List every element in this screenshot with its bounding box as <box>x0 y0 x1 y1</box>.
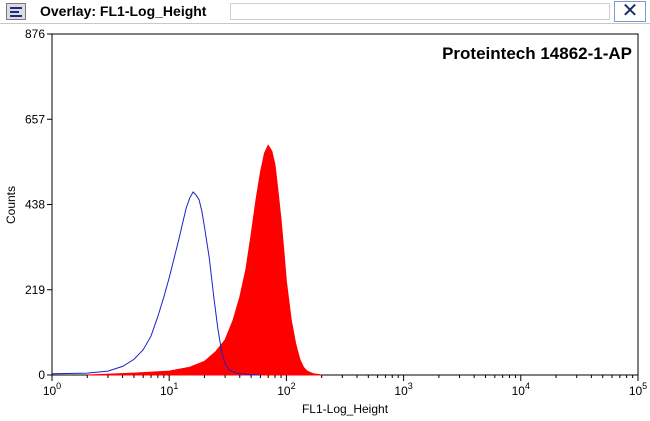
app-icon-bar <box>10 7 22 9</box>
plot-area <box>51 33 639 376</box>
annotation-label: Proteintech 14862-1-AP <box>442 44 632 63</box>
y-tick-label: 438 <box>25 198 45 212</box>
x-tick-label: 100 <box>43 381 61 398</box>
histogram-chart: 0 219 438 657 876 100 101 102 103 104 105 Proteint… <box>4 27 647 416</box>
x-tick-label: 102 <box>277 381 295 398</box>
y-tick-label: 876 <box>25 27 45 41</box>
x-tick-label: 104 <box>512 381 530 398</box>
x-tick-label: 105 <box>629 381 647 398</box>
y-axis-label: Counts <box>4 186 18 224</box>
close-icon: ✕ <box>621 0 639 22</box>
y-tick-label: 0 <box>38 368 45 382</box>
series-filled-area <box>87 144 322 376</box>
app-icon[interactable] <box>6 3 26 20</box>
window-title: Overlay: FL1-Log_Height <box>40 3 207 19</box>
app-icon-bar <box>10 11 19 13</box>
x-tick-label: 101 <box>160 381 178 398</box>
x-axis-label: FL1-Log_Height <box>302 402 389 416</box>
y-tick-label: 657 <box>25 112 45 126</box>
title-spacer <box>230 3 610 20</box>
series-layer <box>51 144 322 376</box>
x-tick-label: 103 <box>394 381 412 398</box>
app-icon-bar <box>10 15 22 17</box>
series-outline-line <box>51 191 261 376</box>
axis-layer: 0 219 438 657 876 100 101 102 103 104 105 <box>25 27 647 398</box>
window-titlebar: Overlay: FL1-Log_Height ✕ <box>0 0 650 24</box>
close-button[interactable]: ✕ <box>614 1 646 22</box>
y-tick-label: 219 <box>25 283 45 297</box>
